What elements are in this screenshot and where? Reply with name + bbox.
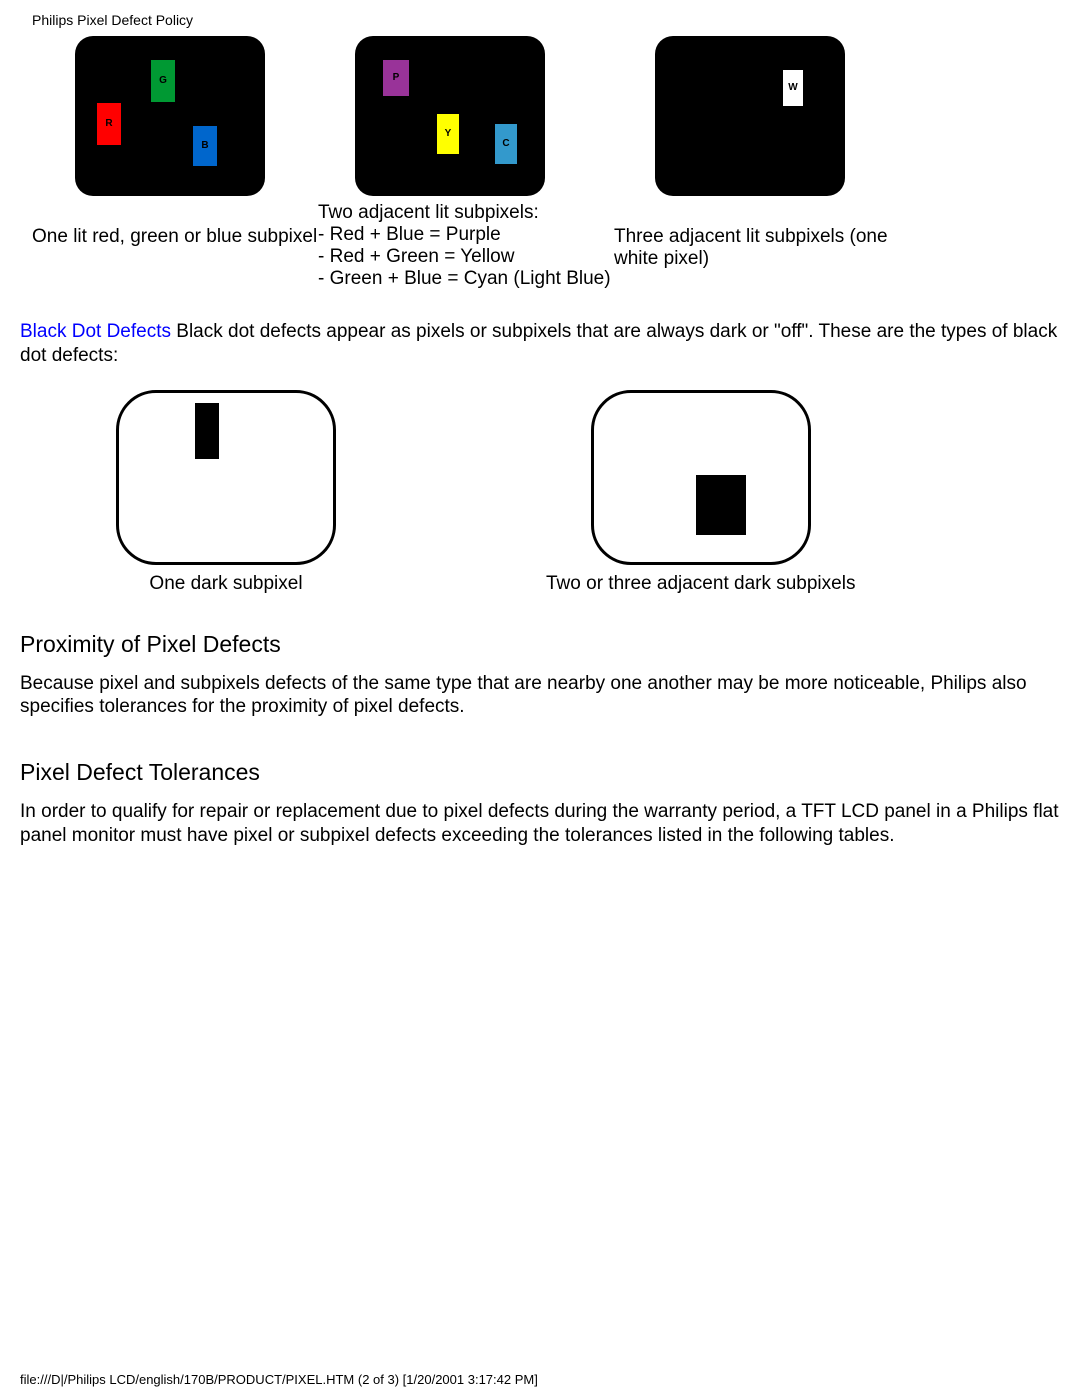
dark-dot-figure-row: One dark subpixel Two or three adjacent … [116, 390, 1060, 595]
proximity-heading: Proximity of Pixel Defects [20, 631, 1060, 658]
bright-caption-2: Two adjacent lit subpixels: - Red + Blue… [318, 202, 614, 290]
dark-subpixels-icon [696, 475, 746, 535]
dark-panel-multi [591, 390, 811, 565]
cap2-line: - Red + Green = Yellow [318, 246, 614, 268]
cap2-line: - Red + Blue = Purple [318, 224, 614, 246]
dark-panel-one [116, 390, 336, 565]
subpixel-white-icon: W [783, 70, 803, 106]
cap2-line: - Green + Blue = Cyan (Light Blue) [318, 268, 614, 290]
subpixel-yellow-icon: Y [437, 114, 459, 154]
cap2-line: Two adjacent lit subpixels: [318, 202, 614, 224]
proximity-body: Because pixel and subpixels defects of t… [20, 672, 1060, 720]
black-dot-heading: Black Dot Defects [20, 321, 171, 342]
black-dot-body: Black dot defects appear as pixels or su… [20, 321, 1057, 366]
bright-panel-rgb: R G B [75, 36, 265, 196]
subpixel-red-icon: R [97, 103, 121, 145]
tolerances-heading: Pixel Defect Tolerances [20, 759, 1060, 786]
dark-caption-1: One dark subpixel [149, 573, 302, 595]
page-title: Philips Pixel Defect Policy [32, 12, 1060, 28]
subpixel-purple-icon: P [383, 60, 409, 96]
bright-panel-pyc: P Y C [355, 36, 545, 196]
bright-captions-row: One lit red, green or blue subpixel Two … [32, 202, 1060, 290]
bright-panel-white: W [655, 36, 845, 196]
subpixel-green-icon: G [151, 60, 175, 102]
subpixel-cyan-icon: C [495, 124, 517, 164]
tolerances-body: In order to qualify for repair or replac… [20, 800, 1060, 848]
black-dot-section: Black Dot Defects Black dot defects appe… [20, 320, 1060, 368]
bright-caption-3: Three adjacent lit subpixels (one white … [614, 202, 914, 270]
dark-caption-2: Two or three adjacent dark subpixels [546, 573, 855, 595]
dark-subpixel-icon [195, 403, 219, 459]
footer-path: file:///D|/Philips LCD/english/170B/PROD… [20, 1372, 538, 1387]
bright-dot-figure-row: R G B P Y C W [75, 36, 1060, 196]
subpixel-blue-icon: B [193, 126, 217, 166]
bright-caption-1: One lit red, green or blue subpixel [32, 202, 318, 248]
